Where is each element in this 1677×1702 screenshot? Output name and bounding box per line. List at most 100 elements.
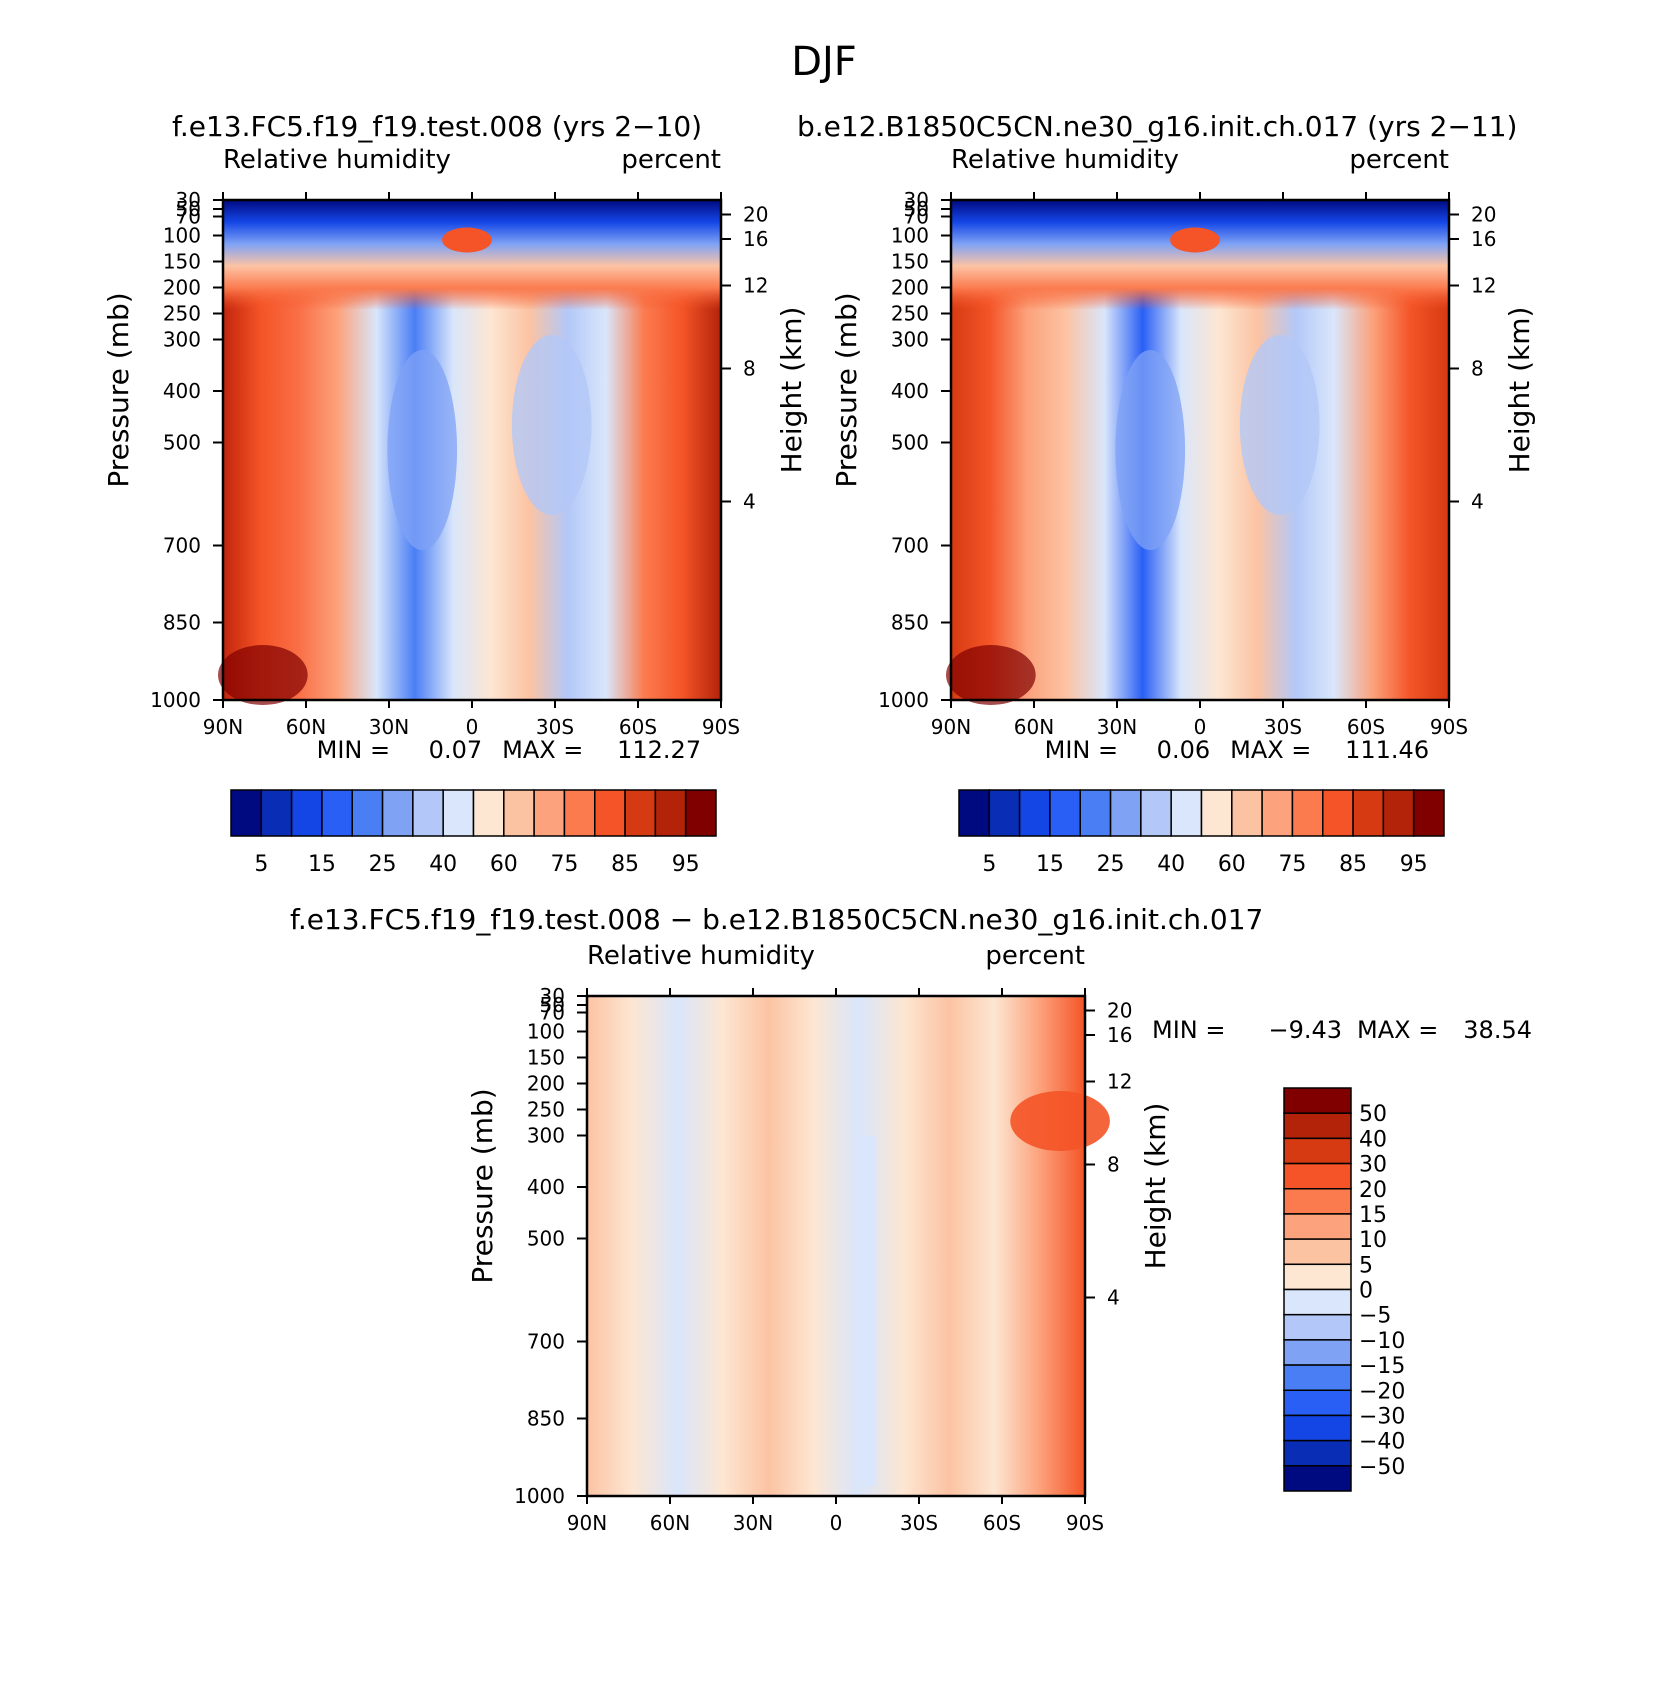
colorbar-swatch <box>1291 789 1324 837</box>
max-label: MAX = <box>1357 1016 1438 1044</box>
height-axis-label: Height (km) <box>775 307 808 474</box>
colorbar-swatch <box>290 789 323 837</box>
colorbar-label: −50 <box>1359 1455 1405 1480</box>
height-tick-label: 8 <box>743 357 756 381</box>
x-tick-label: 30N <box>1097 715 1137 739</box>
colorbar-swatch <box>1200 789 1233 837</box>
colorbar-swatch <box>1283 1364 1352 1391</box>
colorbar-swatch <box>1283 1389 1352 1417</box>
colorbar-swatch <box>1283 1313 1352 1341</box>
dry-minimum-north <box>1115 350 1186 550</box>
y-tick-label: 1000 <box>150 688 201 712</box>
moist-maximum <box>218 645 308 705</box>
colorbar-swatch <box>624 789 657 837</box>
y-tick-label: 50 <box>904 197 929 221</box>
y-tick-label: 500 <box>891 431 929 455</box>
colorbar-swatch <box>1261 789 1294 837</box>
colorbar-swatch <box>1382 789 1415 837</box>
colorbar-label: 20 <box>1359 1178 1387 1203</box>
y-tick-label: 70 <box>540 1001 565 1025</box>
colorbar-swatch <box>442 789 475 837</box>
colorbar-label: 10 <box>1359 1228 1387 1253</box>
min-label: MIN = <box>1045 736 1118 764</box>
height-tick-label: 12 <box>1471 274 1496 298</box>
colorbar-label: 85 <box>1339 852 1367 877</box>
max-value: 112.27 <box>617 736 701 764</box>
y-axis-label: Pressure (mb) <box>830 292 863 487</box>
colorbar-swatch <box>958 789 991 837</box>
x-tick-label: 60S <box>1347 715 1385 739</box>
positive-anomaly <box>1010 1091 1110 1151</box>
y-tick-label: 400 <box>891 379 929 403</box>
tropopause-maximum <box>1170 227 1220 253</box>
colorbar-swatch <box>1018 789 1051 837</box>
height-tick-label: 16 <box>1471 227 1496 251</box>
colorbar-swatch <box>1140 789 1172 837</box>
x-tick-label: 60N <box>1014 715 1054 739</box>
y-tick-label: 250 <box>527 1098 565 1122</box>
subtitle-left: Relative humidity <box>951 145 1179 175</box>
height-tick-label: 12 <box>743 274 768 298</box>
y-tick-label: 850 <box>527 1407 565 1431</box>
colorbar-swatch <box>1283 1465 1352 1492</box>
colorbar-label: 40 <box>1359 1127 1387 1152</box>
colorbar-label: 40 <box>1157 852 1185 877</box>
height-tick-label: 20 <box>1107 999 1132 1023</box>
max-label: MAX = <box>1230 736 1311 764</box>
y-axis-label: Pressure (mb) <box>102 292 135 487</box>
y-tick-label: 1000 <box>514 1484 565 1508</box>
height-tick-label: 20 <box>1471 203 1496 227</box>
colorbar-label: 75 <box>1278 852 1306 877</box>
colorbar-swatch <box>1283 1112 1352 1140</box>
y-tick-label: 500 <box>527 1227 565 1251</box>
colorbar-swatch <box>1283 1263 1352 1291</box>
height-axis-label: Height (km) <box>1503 307 1536 474</box>
y-tick-label: 30 <box>540 984 565 1008</box>
dry-minimum-south <box>511 335 592 515</box>
colorbar-label: 5 <box>982 852 996 877</box>
colorbar-swatch <box>1283 1087 1352 1114</box>
x-tick-label: 30S <box>1264 715 1302 739</box>
y-axis-label: Pressure (mb) <box>466 1088 499 1283</box>
y-tick-label: 250 <box>163 302 201 326</box>
x-tick-label: 0 <box>466 715 479 739</box>
y-tick-label: 700 <box>163 534 201 558</box>
colorbar-label: −10 <box>1359 1329 1405 1354</box>
min-value: 0.06 <box>1157 736 1210 764</box>
min-value: 0.07 <box>429 736 482 764</box>
colorbar-label: 15 <box>308 852 336 877</box>
dry-minimum-north <box>387 350 458 550</box>
y-tick-label: 500 <box>163 431 201 455</box>
colorbar-swatch <box>230 789 263 837</box>
min-value: −9.43 <box>1268 1016 1342 1044</box>
y-tick-label: 850 <box>891 611 929 635</box>
y-tick-label: 50 <box>176 197 201 221</box>
x-tick-label: 90N <box>931 715 971 739</box>
x-tick-label: 60S <box>983 1511 1021 1535</box>
y-tick-label: 30 <box>176 188 201 212</box>
colorbar-swatch <box>1283 1238 1352 1266</box>
colorbar-swatch <box>1283 1288 1352 1316</box>
colorbar-label: 25 <box>1097 852 1125 877</box>
colorbar-label: 60 <box>490 852 518 877</box>
x-tick-label: 30S <box>536 715 574 739</box>
height-tick-label: 4 <box>1471 490 1484 514</box>
colorbar-swatch <box>1049 789 1081 837</box>
x-tick-label: 60N <box>286 715 326 739</box>
stratosphere-layer <box>951 200 1449 700</box>
y-tick-label: 700 <box>527 1330 565 1354</box>
y-tick-label: 400 <box>527 1175 565 1199</box>
subtitle-left: Relative humidity <box>223 145 451 175</box>
y-tick-label: 30 <box>904 188 929 212</box>
y-tick-label: 200 <box>163 276 201 300</box>
height-axis-label: Height (km) <box>1139 1103 1172 1270</box>
colorbar-swatch <box>1109 789 1142 837</box>
x-tick-label: 30S <box>900 1511 938 1535</box>
panel-b: Relative humidity percent 90N 60N 30N 0 30S 60S… <box>830 145 1536 877</box>
colorbar-label: −15 <box>1359 1354 1405 1379</box>
height-tick-label: 4 <box>1107 1286 1120 1310</box>
colorbar-label: 15 <box>1359 1203 1387 1228</box>
colorbar-label: 25 <box>369 852 397 877</box>
colorbar-swatch <box>472 789 505 837</box>
